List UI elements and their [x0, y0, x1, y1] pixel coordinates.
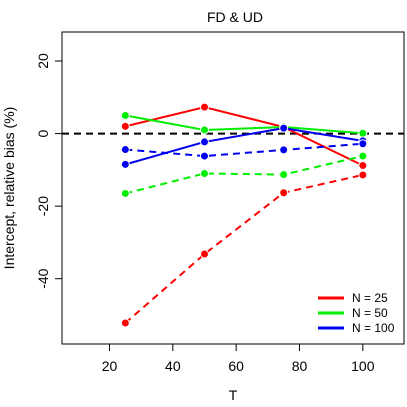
- data-point: [120, 121, 130, 131]
- data-point: [279, 145, 289, 155]
- x-tick-label: 60: [228, 358, 244, 374]
- y-tick-label: -40: [35, 268, 51, 288]
- x-tick-label: 40: [165, 358, 181, 374]
- data-point: [200, 168, 209, 178]
- series-5: [120, 139, 368, 161]
- data-point: [358, 139, 368, 149]
- chart-title: FD & UD: [207, 9, 263, 25]
- data-point: [200, 125, 209, 135]
- data-point: [120, 145, 130, 155]
- data-point: [120, 159, 130, 169]
- y-tick-label: 0: [35, 129, 51, 137]
- data-point: [358, 151, 368, 161]
- legend: N = 25N = 50N = 100: [318, 291, 395, 335]
- data-point: [279, 123, 289, 133]
- plot-frame: [61, 31, 405, 345]
- y-tick-label: 20: [35, 53, 51, 69]
- series-4: [120, 151, 368, 198]
- y-axis-title: Intercept, relative bias (%): [1, 107, 17, 270]
- data-point: [120, 110, 130, 120]
- series-line: [125, 155, 364, 195]
- x-tick-label: 80: [292, 358, 308, 374]
- plot-area: [62, 102, 404, 328]
- data-point: [279, 188, 289, 198]
- series-line: [125, 114, 363, 135]
- data-point: [200, 249, 209, 259]
- data-point: [200, 137, 209, 147]
- legend-label: N = 25: [352, 291, 388, 305]
- data-point: [358, 170, 368, 180]
- series-line: [125, 142, 363, 158]
- x-axis-title: T: [229, 387, 238, 403]
- series-line: [124, 173, 364, 324]
- y-tick-label: -20: [35, 196, 51, 216]
- data-point: [120, 188, 130, 198]
- data-point: [279, 170, 289, 180]
- x-tick-label: 100: [351, 358, 375, 374]
- data-point: [358, 161, 368, 171]
- legend-label: N = 100: [352, 321, 395, 335]
- series-line: [125, 106, 364, 167]
- legend-label: N = 50: [352, 306, 388, 320]
- data-point: [200, 151, 209, 161]
- y-axis: -40 -20 0 20: [35, 53, 62, 289]
- series-3: [120, 170, 368, 328]
- x-tick-label: 20: [102, 358, 118, 374]
- data-point: [120, 318, 130, 328]
- data-point: [358, 128, 368, 138]
- x-axis: 20 40 60 80 100: [102, 344, 375, 374]
- data-point: [200, 102, 209, 112]
